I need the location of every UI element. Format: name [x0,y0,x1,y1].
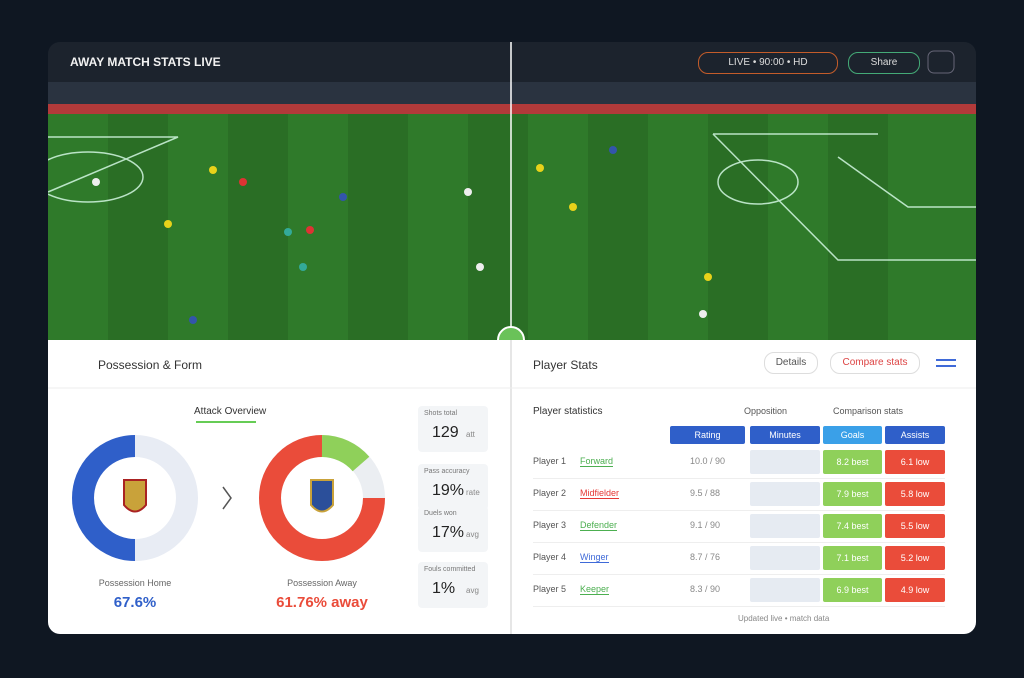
stat-unit: rate [466,488,480,497]
empty-cell [750,450,820,474]
table-section: Player statistics [533,406,603,417]
column-header: Goals [823,426,882,444]
panel-subtitle: Attack Overview [194,406,267,417]
bad-cell: 4.9 low [885,578,945,602]
empty-cell [750,482,820,506]
panel-title: Possession & Form [98,358,203,372]
player-tag: Keeper [580,584,610,595]
column-group: Opposition [744,406,788,416]
top-bar [48,42,976,82]
players [92,146,712,324]
player-stat: 10.0 / 90 [690,456,726,466]
donut-label: Possession Away [287,578,357,588]
empty-cell [750,546,820,570]
share-button[interactable]: Share [848,52,920,74]
good-cell: 7.9 best [823,482,882,506]
menu-button[interactable] [927,50,955,74]
column-header: Minutes [750,426,820,444]
stat-card [418,506,488,552]
table-title: Player Stats [533,358,598,372]
bad-cell: 5.2 low [885,546,945,570]
row-rule [533,606,945,607]
column-header: Rating [670,426,745,444]
stat-value: 19% [432,482,465,499]
stat-label: Fouls committed [424,566,476,573]
column-group: Comparison stats [833,406,904,416]
stat-card [418,464,488,510]
donut-arc [321,435,370,472]
bad-cell: 5.8 low [885,482,945,506]
team-crest [123,479,147,513]
stat-label: Shots total [424,410,458,417]
bad-cell: 5.5 low [885,514,945,538]
split-handle[interactable] [497,326,525,340]
player-tag: Winger [580,552,609,563]
stat-card [418,562,488,608]
good-cell: 8.2 best [823,450,882,474]
stat-unit: avg [466,530,479,539]
donut-arc [72,435,136,561]
stat-unit: avg [466,586,479,595]
player-name: Player 1 [533,456,567,466]
donut-value: 61.76% away [276,594,368,611]
app-frame: AWAY MATCH STATS LIVE LIVE • 90:00 • HD … [48,42,976,634]
column-header: Assists [885,426,945,444]
stats-panel: Possession & Form Attack Overview Posses… [48,340,976,634]
stat-value: 1% [432,580,456,597]
player-stat: 9.1 / 90 [690,520,721,530]
stat-card [418,406,488,452]
stat-label: Duels won [424,510,457,517]
row-rule [533,574,945,575]
table-footer: Updated live • match data [738,614,830,623]
player-stat: 9.5 / 88 [690,488,721,498]
row-rule [533,542,945,543]
good-cell: 7.4 best [823,514,882,538]
stats-graphics [48,340,976,634]
ad-boards [48,104,976,114]
empty-cell [750,514,820,538]
compare-arrow [222,486,232,510]
player-tag: Defender [580,520,618,531]
player-name: Player 4 [533,552,567,562]
good-cell: 7.1 best [823,546,882,570]
stat-label: Pass accuracy [424,468,470,475]
bad-cell: 6.1 low [885,450,945,474]
player-stat: 8.3 / 90 [690,584,721,594]
player-tag: Midfielder [580,488,620,499]
row-rule [533,478,945,479]
player-stat: 8.7 / 76 [690,552,721,562]
stat-value: 17% [432,524,465,541]
good-cell: 6.9 best [823,578,882,602]
pitch-view [48,42,976,340]
player-name: Player 5 [533,584,567,594]
player-name: Player 3 [533,520,567,530]
player-name: Player 2 [533,488,567,498]
empty-cell [750,578,820,602]
donut-arc [259,435,385,561]
pitch-lines [48,133,976,261]
donut-label: Possession Home [98,578,172,588]
stat-unit: att [466,430,475,439]
donut-value: 67.6% [113,594,157,611]
table-menu [936,359,956,367]
player-tag: Forward [580,456,614,467]
live-button[interactable]: LIVE • 90:00 • HD [698,52,838,74]
stat-value: 129 [432,424,459,441]
pitch-stripes [108,114,888,340]
row-rule [533,510,945,511]
table-button[interactable]: Compare stats [830,352,920,374]
app-title: AWAY MATCH STATS LIVE [70,55,221,69]
table-button[interactable]: Details [764,352,818,374]
team-crest [310,479,334,513]
